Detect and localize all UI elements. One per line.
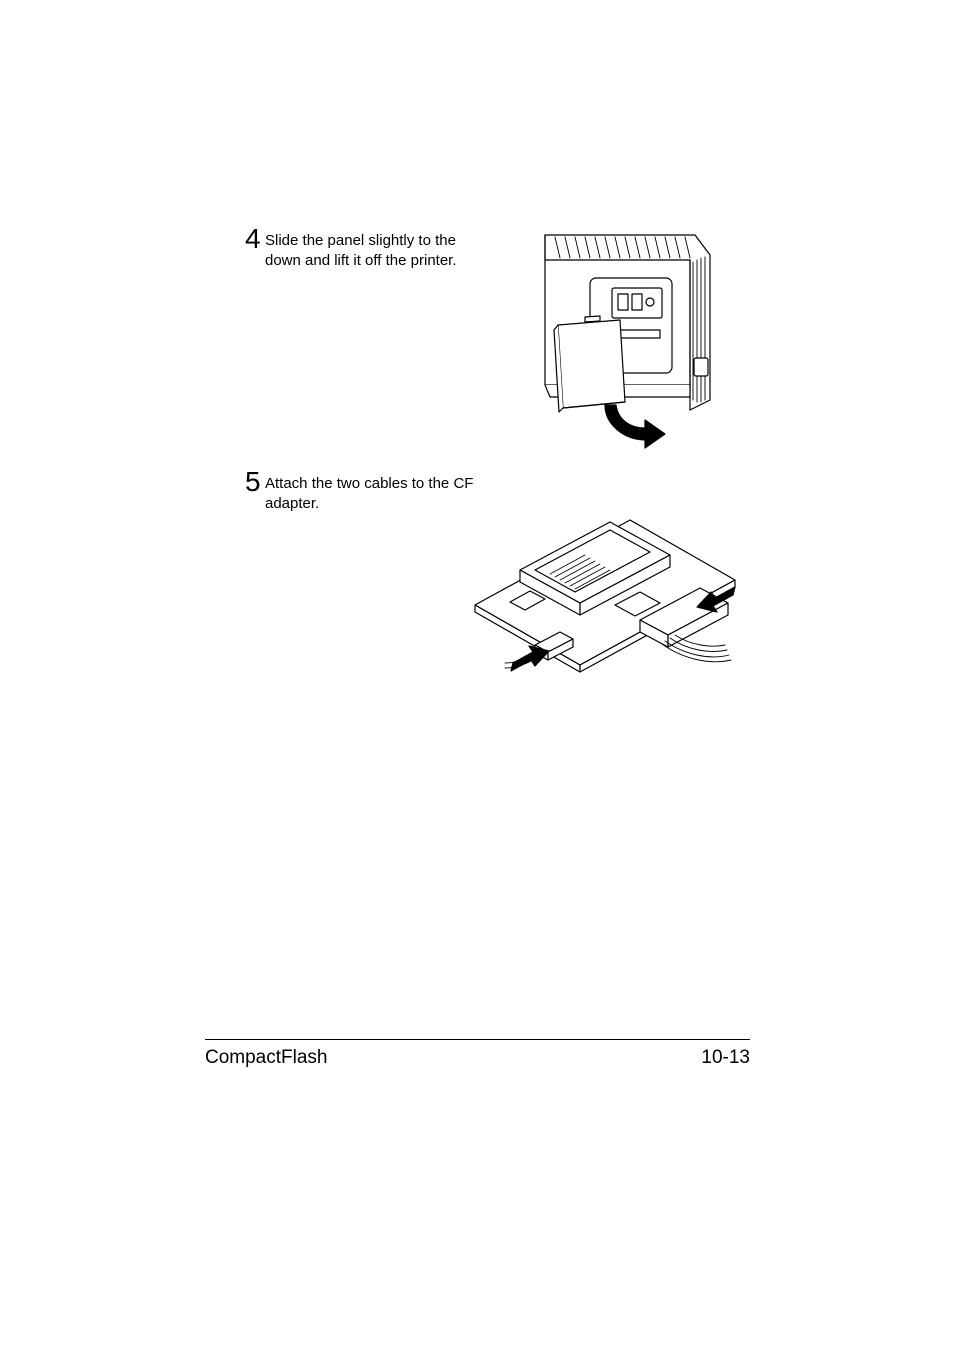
footer-page-number: 10-13	[701, 1047, 750, 1069]
footer-rule	[205, 1039, 750, 1040]
manual-page: 4 Slide the panel slightly to the down a…	[0, 0, 954, 1350]
figure-cf-adapter	[465, 500, 745, 685]
page-footer: CompactFlash 10-13	[205, 1047, 750, 1069]
step-4-number: 4	[205, 225, 265, 253]
step-5-text: Attach the two cables to the CF adapter.	[265, 468, 475, 513]
step-5-number: 5	[205, 468, 265, 496]
figure-printer-panel	[530, 230, 740, 450]
step-4-text: Slide the panel slightly to the down and…	[265, 225, 475, 270]
footer-section-title: CompactFlash	[205, 1047, 328, 1069]
